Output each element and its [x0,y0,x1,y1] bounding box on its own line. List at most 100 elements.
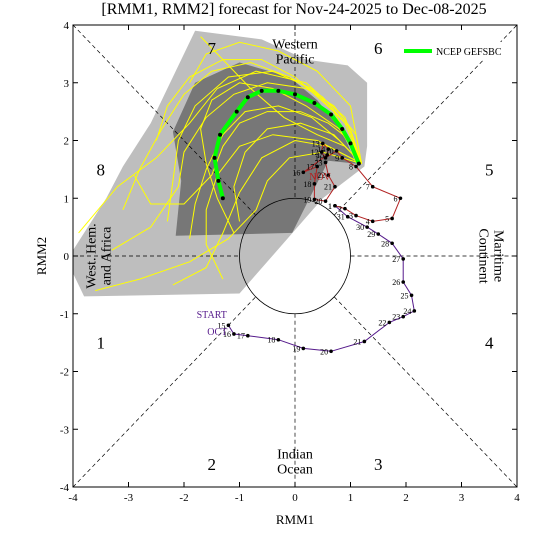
oct-point-25 [409,293,414,298]
ensemble-member-14 [205,134,362,280]
x-axis-label: RMM1 [276,512,314,527]
nov-point-label-16: 16 [292,168,300,177]
x-tick-label-1: 1 [348,492,354,504]
oct-point-label-23: 23 [392,313,400,322]
nov-point-15 [325,153,329,157]
y-axis-label: RMM2 [34,237,49,275]
region-label-3-line-1: West. Hem. [85,223,100,288]
diagonal-line-3 [72,24,257,216]
annotation-nov: NOV [309,172,331,183]
oct-point-label-21: 21 [353,337,361,346]
phase-number-3: 3 [374,455,383,474]
ensemble-mean-point-4 [329,112,334,117]
region-label-2-line-2: Ocean [277,463,313,478]
nov-point-6 [398,196,403,201]
oct-point-21 [362,339,367,344]
oct-point-31 [345,214,350,219]
chart-title: [RMM1, RMM2] forecast for Nov-24-2025 to… [101,1,486,18]
nov-point-2 [343,206,347,211]
ensemble-mean-point-7 [276,88,281,93]
region-label-4-line-1: Maritime [491,230,506,282]
x-tick-label--3: -3 [124,492,134,504]
oct-point-label-1: 1 [328,202,332,211]
oct-point-24 [412,309,417,313]
y-tick-label-0: 0 [64,251,70,263]
nov-point-label-14: 14 [317,145,325,154]
region-label-4-line-2: Continent [476,228,491,283]
oct-point-label-31: 31 [337,213,345,222]
x-tick-label--4: -4 [68,492,78,504]
annotation-oct: OCT [207,327,227,338]
legend-label-gefsbc: NCEP GEFSBC [436,47,502,58]
oct-point-label-20: 20 [320,347,328,356]
nov-point-4 [370,219,375,224]
nov-point-11 [323,156,328,160]
phase-number-4: 4 [485,334,494,353]
ensemble-mean-point-1 [356,161,361,166]
oct-point-27 [401,257,406,261]
oct-point-26 [401,280,406,284]
legend-box [400,42,512,60]
ensemble-mean-point-13 [216,178,221,183]
nov-point-16 [301,170,306,175]
nov-point-label-6: 6 [393,194,397,203]
diagonal-line-4 [333,296,518,488]
nov-point-label-18: 18 [303,180,311,189]
ensemble-mean-line [212,88,361,201]
nov-point-23 [323,160,328,165]
nov-point-label-3: 3 [349,212,353,221]
nov-point-label-19: 19 [303,195,311,204]
nov-point-14 [326,147,331,151]
ensemble-member-9 [200,82,363,234]
nov-point-label-15: 15 [316,151,324,160]
nov-point-label-17: 17 [306,162,314,171]
nov-point-label-22: 22 [317,171,325,180]
nov-point-label-23: 23 [315,158,323,167]
diagonal-line-1 [72,296,257,488]
nov-point-label-7: 7 [366,183,370,192]
ensemble-member-5 [233,122,362,222]
legend: NCEP GEFSBC [400,42,512,60]
ensemble-mean-point-8 [259,88,264,93]
oct-point-label-17: 17 [237,332,245,341]
oct-point-label-19: 19 [292,344,300,353]
nov-point-17 [315,164,320,169]
nov-point-label-13: 13 [312,139,320,148]
nov-point-label-20: 20 [315,197,323,206]
nov-point-7 [370,184,375,189]
region-label-2-line-1: Indian [277,448,313,463]
ensemble-mean-point-2 [348,141,353,146]
x-tick-label-3: 3 [459,492,465,504]
nov-point-label-5: 5 [385,214,389,223]
region-label-1-line-1: Western [272,38,318,53]
ensemble-member-6 [78,70,363,234]
nov-point-label-21: 21 [324,183,332,192]
nov-point-label-1: 1 [328,202,332,211]
oct-point-label-22: 22 [378,318,386,327]
nov-point-20 [323,199,328,203]
oct-point-23 [401,314,406,319]
nov-point-12 [319,150,324,154]
phase-number-1: 1 [97,334,106,353]
nov-point-label-2: 2 [338,205,342,214]
x-tick-label--2: -2 [179,492,188,504]
phase-number-8: 8 [97,160,106,179]
nov-point-8 [354,164,358,169]
oct-point-label-27: 27 [392,255,400,264]
nov-point-label-10: 10 [326,147,334,156]
region-label-1-line-2: Pacific [276,53,315,68]
oct-point-label-26: 26 [392,278,400,287]
nov-point-19 [312,197,317,202]
oct-point-label-24: 24 [403,307,411,316]
oct-point-15 [226,323,231,328]
oct-track-line [227,205,415,352]
x-tick-label-2: 2 [403,492,409,504]
oct-point-label-18: 18 [267,336,275,345]
ensemble-member-11 [95,151,362,292]
ensemble-member-8 [111,82,363,251]
nov-point-label-11: 11 [315,154,323,163]
